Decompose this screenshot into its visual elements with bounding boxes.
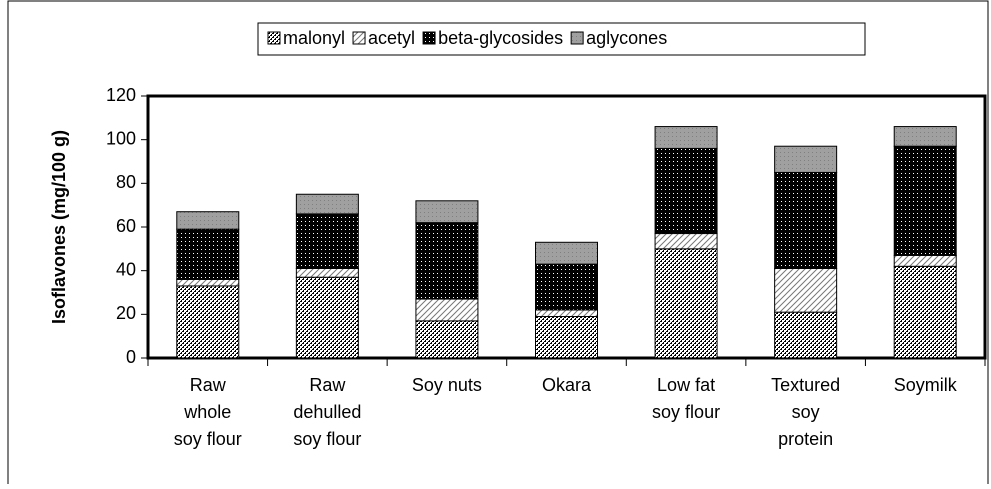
x-tick-label: Raw whole soy flour — [174, 375, 242, 449]
legend-swatch — [570, 31, 584, 45]
y-tick-label: 0 — [126, 347, 136, 367]
bar-segment — [654, 248, 718, 359]
legend-label: acetyl — [368, 28, 415, 48]
bar-segment — [893, 126, 957, 147]
bar-segment — [295, 267, 359, 278]
x-tick-label-line: Low fat — [657, 375, 715, 395]
legend-label: beta-glycosides — [438, 28, 563, 48]
bar-segment — [295, 276, 359, 359]
x-tick-label-line: dehulled — [293, 402, 361, 422]
y-tick-label: 100 — [106, 128, 136, 148]
bar-segment — [415, 320, 479, 359]
legend-swatch — [352, 31, 366, 45]
bar-segment — [893, 145, 957, 256]
x-tick-label: Okara — [542, 375, 592, 395]
bar-segment — [774, 171, 838, 269]
bar-segment — [774, 267, 838, 313]
bar-segment — [415, 200, 479, 224]
bar-segment — [415, 222, 479, 300]
x-tick-label-line: soy flour — [652, 402, 720, 422]
x-tick-label: Low fat soy flour — [652, 375, 720, 422]
bar-segment — [654, 233, 718, 250]
y-tick-label: 120 — [106, 85, 136, 105]
bar-segment — [415, 298, 479, 322]
x-tick-label: Soy nuts — [412, 375, 482, 395]
chart-frame — [7, 0, 989, 489]
bar-segment — [893, 254, 957, 267]
x-tick-label: Textured soy protein — [771, 375, 840, 449]
x-tick-label-line: soy — [792, 402, 820, 422]
y-axis-title: Isoflavones (mg/100 g) — [49, 130, 69, 324]
y-tick-label: 40 — [116, 259, 136, 279]
bar-segment — [535, 309, 598, 318]
bar-segment — [176, 285, 240, 359]
bar-segment — [535, 241, 598, 265]
bar-segment — [774, 145, 838, 173]
bar-segment — [654, 126, 718, 149]
legend-swatch — [267, 31, 281, 45]
bar-segment — [295, 193, 359, 215]
legend-label: aglycones — [586, 28, 667, 48]
x-tick-label-line: Raw — [190, 375, 227, 395]
x-tick-label-line: Raw — [309, 375, 346, 395]
x-tick-label-line: protein — [778, 429, 833, 449]
x-tick-label-line: Soy nuts — [412, 375, 482, 395]
x-tick-label-line: Soymilk — [894, 375, 958, 395]
y-tick-label: 80 — [116, 172, 136, 192]
bar-segment — [176, 228, 240, 280]
bar-segment — [176, 278, 240, 287]
y-tick-label: 20 — [116, 303, 136, 323]
legend-label: malonyl — [283, 28, 345, 48]
legend-swatch — [422, 31, 436, 45]
x-tick-label-line: soy flour — [174, 429, 242, 449]
bar-segment — [535, 263, 598, 311]
bar-segment — [295, 213, 359, 269]
bar-segment — [774, 311, 838, 359]
y-tick-label: 60 — [116, 216, 136, 236]
bar-segment — [654, 147, 718, 235]
bar-segment — [893, 265, 957, 359]
x-tick-label-line: whole — [183, 402, 231, 422]
x-tick-label: Raw dehulled soy flour — [293, 375, 361, 449]
x-tick-label: Soymilk — [894, 375, 958, 395]
bar-segment — [535, 316, 598, 359]
x-tick-label-line: Okara — [542, 375, 592, 395]
x-tick-label-line: Textured — [771, 375, 840, 395]
x-tick-label-line: soy flour — [293, 429, 361, 449]
bar-segment — [176, 211, 240, 230]
